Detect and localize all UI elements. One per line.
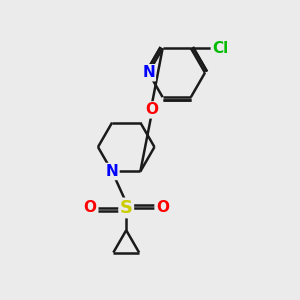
Text: Cl: Cl	[212, 41, 228, 56]
Text: N: N	[142, 65, 155, 80]
Text: O: O	[83, 200, 97, 215]
Text: O: O	[156, 200, 169, 215]
Text: S: S	[120, 199, 133, 217]
Text: O: O	[145, 102, 158, 117]
Text: N: N	[106, 164, 118, 179]
